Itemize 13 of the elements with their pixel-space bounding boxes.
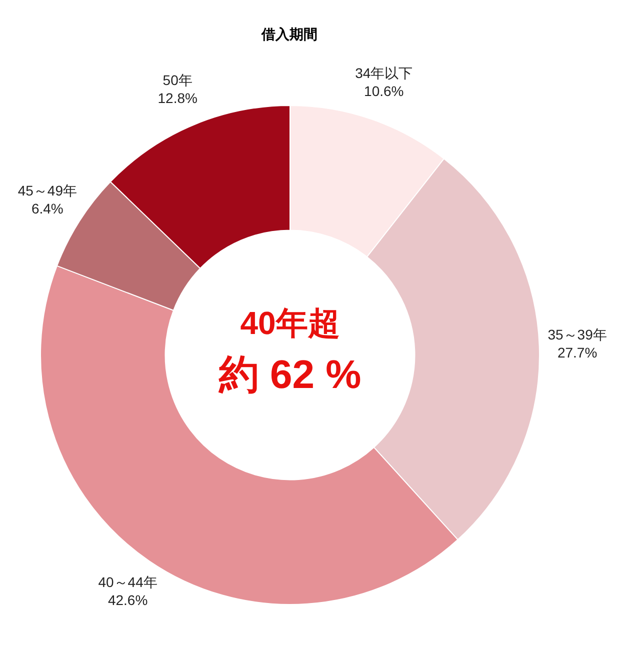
data-label: 27.7%: [557, 344, 598, 360]
slice-label: 40～44年: [98, 574, 158, 590]
data-label: 12.8%: [158, 90, 198, 106]
data-label: 6.4%: [31, 200, 64, 217]
data-label: 42.6%: [108, 592, 148, 608]
data-label: 10.6%: [364, 83, 404, 100]
slice-label: 35～39年: [548, 326, 607, 342]
slice-label: 34年以下: [355, 65, 413, 82]
slice-label: 50年: [162, 72, 192, 88]
text: 40年超: [240, 304, 340, 341]
slice-label: 45～49年: [18, 182, 77, 199]
chart-title: 借入期間: [260, 26, 318, 42]
text: 約 62 %: [218, 353, 362, 398]
